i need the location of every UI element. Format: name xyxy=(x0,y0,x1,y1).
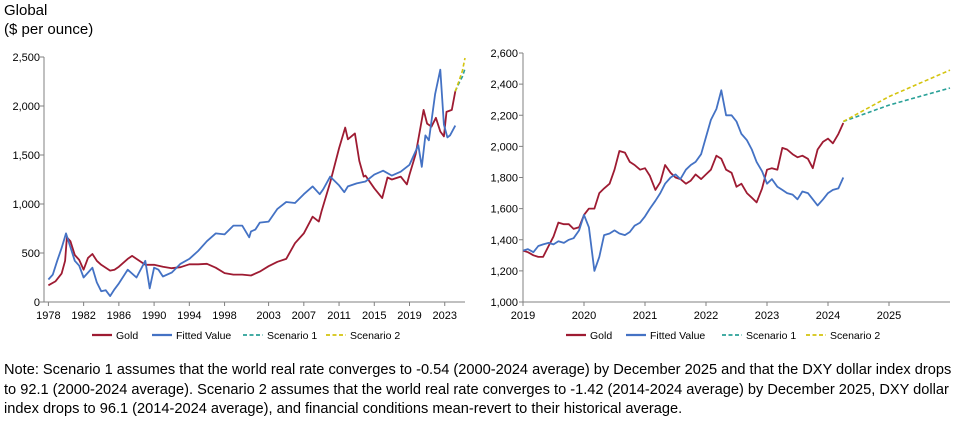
legend-label: Gold xyxy=(116,330,138,342)
y-tick-label: 1,200 xyxy=(490,266,518,278)
series-line-scenario-2 xyxy=(842,69,951,123)
chart-caption: Global ($ per ounce) xyxy=(4,1,93,39)
x-tick-label: 1998 xyxy=(212,310,236,322)
unit-label: ($ per ounce) xyxy=(4,21,94,38)
x-tick-label: 2022 xyxy=(694,310,718,322)
legend-label: Scenario 2 xyxy=(350,330,400,342)
y-tick-label: 2,500 xyxy=(12,52,40,64)
x-tick-label: 2024 xyxy=(816,310,840,322)
x-tick-label: 2023 xyxy=(755,310,779,322)
legend-label: Fitted Value xyxy=(176,330,231,342)
chart-recent: 1,000 1,200 1,400 1,600 1,800 2,000 2,200 2,400… xyxy=(490,48,951,342)
series-line-fitted-value xyxy=(47,68,457,298)
legend-label: Gold xyxy=(590,330,612,342)
x-tick-label: 1986 xyxy=(107,310,131,322)
legend-label: Scenario 2 xyxy=(830,330,880,342)
y-tick-label: 1,000 xyxy=(12,199,40,211)
x-tick-label: 1978 xyxy=(36,310,60,322)
y-tick-label: 2,000 xyxy=(490,141,518,153)
x-tick-label: 2007 xyxy=(292,310,316,322)
note-text: Note: Scenario 1 assumes that the world … xyxy=(4,362,952,417)
y-tick-label: 1,000 xyxy=(490,297,518,309)
y-tick-label: 2,000 xyxy=(12,101,40,113)
region-label: Global xyxy=(4,2,48,19)
series-line-scenario-2 xyxy=(454,57,466,92)
series-line-scenario-1 xyxy=(843,87,951,123)
chart-long-run: 0 500 1,000 1,500 2,000 2,500 1978 1982 1986 1990… xyxy=(12,52,466,342)
x-tick-label: 2011 xyxy=(327,310,351,322)
y-tick-label: 1,600 xyxy=(490,204,518,216)
y-tick-label: 2,400 xyxy=(490,79,518,91)
y-tick-label: 1,800 xyxy=(490,173,518,185)
series-line-fitted-value xyxy=(522,89,845,272)
y-tick-label: 500 xyxy=(22,248,40,260)
legend-label: Scenario 1 xyxy=(267,330,317,342)
series-line-gold xyxy=(522,122,845,258)
x-tick-label: 2003 xyxy=(256,310,280,322)
y-tick-label: 2,200 xyxy=(490,110,518,122)
legend-label: Fitted Value xyxy=(650,330,705,342)
x-tick-label: 1990 xyxy=(142,310,166,322)
x-tick-label: 2019 xyxy=(511,310,535,322)
y-tick-label: 1,400 xyxy=(490,235,518,247)
x-tick-label: 2019 xyxy=(397,310,421,322)
x-tick-label: 2015 xyxy=(362,310,386,322)
x-tick-label: 2020 xyxy=(572,310,596,322)
x-tick-label: 2023 xyxy=(433,310,457,322)
y-tick-label: 2,600 xyxy=(490,48,518,60)
x-tick-label: 2021 xyxy=(633,310,657,322)
x-tick-label: 1982 xyxy=(71,310,95,322)
series-line-scenario-1 xyxy=(454,68,466,92)
x-tick-label: 1994 xyxy=(177,310,201,322)
series-line-gold xyxy=(47,91,457,287)
y-tick-label: 1,500 xyxy=(12,150,40,162)
legend-label: Scenario 1 xyxy=(746,330,796,342)
x-tick-label: 2025 xyxy=(877,310,901,322)
figure: 0 500 1,000 1,500 2,000 2,500 1978 1982 1986 1990… xyxy=(12,48,951,342)
y-tick-label: 0 xyxy=(34,297,40,309)
